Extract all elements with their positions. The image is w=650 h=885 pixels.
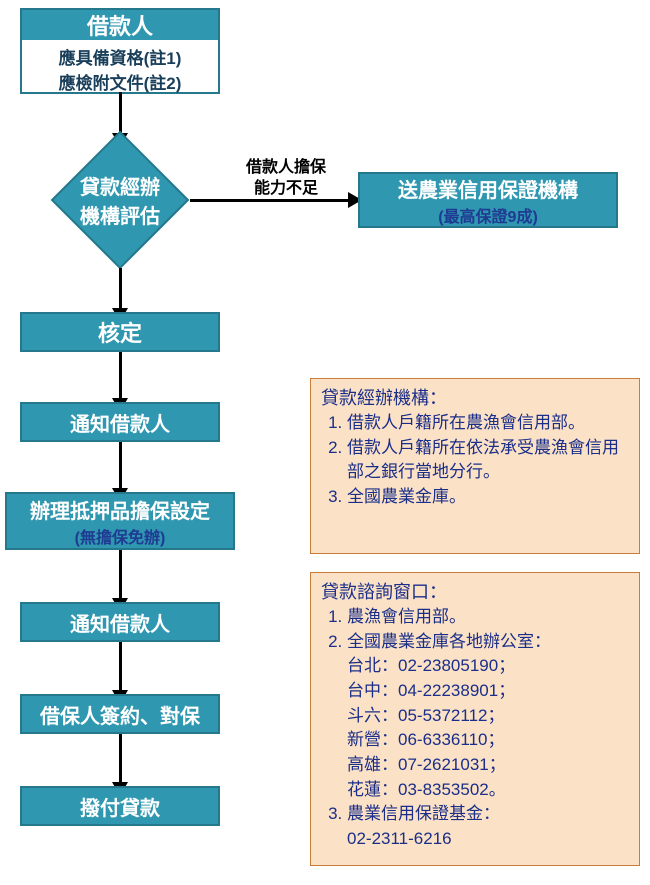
node-notify-2: 通知借款人 xyxy=(20,602,220,642)
node-borrower-sub-line1: 應具備資格(註1) xyxy=(22,44,218,69)
arrow-1 xyxy=(119,92,122,135)
panel-contacts-list: 農漁會信用部。 全國農業金庫各地辦公室： xyxy=(321,605,629,654)
panel-institutions-title: 貸款經辦機構： xyxy=(321,385,629,411)
arrow-3 xyxy=(119,352,122,400)
arrow-7 xyxy=(119,734,122,784)
node-credit-guarantee-line2: (最高保證9成) xyxy=(438,203,538,227)
node-borrower-sub: 應具備資格(註1) 應檢附文件(註2) xyxy=(22,40,218,92)
node-notify-1: 通知借款人 xyxy=(20,402,220,442)
arrow-2 xyxy=(119,268,122,310)
panel-contacts: 貸款諮詢窗口： 農漁會信用部。 全國農業金庫各地辦公室： 台北：02-23805… xyxy=(310,572,640,866)
node-credit-guarantee-line1: 送農業信用保證機構 xyxy=(398,174,578,203)
arrow-5 xyxy=(119,550,122,600)
node-disburse: 撥付貸款 xyxy=(20,786,220,826)
panel-institutions: 貸款經辦機構： 借款人戶籍所在農漁會信用部。 借款人戶籍所在依法承受農漁會信用部… xyxy=(310,378,640,554)
arrow-4 xyxy=(119,442,122,490)
node-evaluation-diamond: 貸款經辦 機構評估 xyxy=(51,131,190,270)
branch-label: 借款人擔保 能力不足 xyxy=(246,158,326,200)
node-collateral: 辦理抵押品擔保設定 (無擔保免辦) xyxy=(5,492,235,550)
node-credit-guarantee: 送農業信用保證機構 (最高保證9成) xyxy=(358,172,618,228)
node-borrower: 借款人 應具備資格(註1) 應檢附文件(註2) xyxy=(20,8,220,94)
panel-contacts-title: 貸款諮詢窗口： xyxy=(321,579,629,605)
node-evaluation-text: 貸款經辦 機構評估 xyxy=(80,171,160,229)
node-borrower-title: 借款人 xyxy=(22,10,218,40)
flowchart-canvas: 借款人 應具備資格(註1) 應檢附文件(註2) 貸款經辦 機構評估 借款人擔保 … xyxy=(0,0,650,885)
node-sign: 借保人簽約、對保 xyxy=(20,694,220,734)
panel-institutions-list: 借款人戶籍所在農漁會信用部。 借款人戶籍所在依法承受農漁會信用部之銀行當地分行。… xyxy=(321,411,629,510)
node-borrower-sub-line2: 應檢附文件(註2) xyxy=(22,69,218,94)
arrow-6 xyxy=(119,642,122,692)
node-approve: 核定 xyxy=(20,312,220,352)
